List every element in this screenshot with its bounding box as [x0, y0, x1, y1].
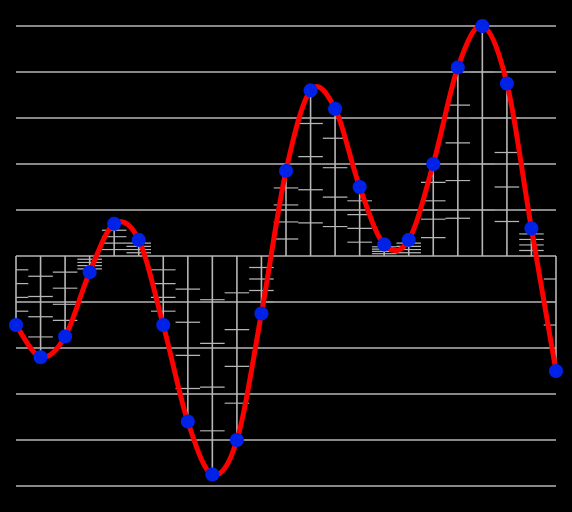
signal-sampling-chart [0, 0, 572, 512]
chart-svg [0, 0, 572, 512]
